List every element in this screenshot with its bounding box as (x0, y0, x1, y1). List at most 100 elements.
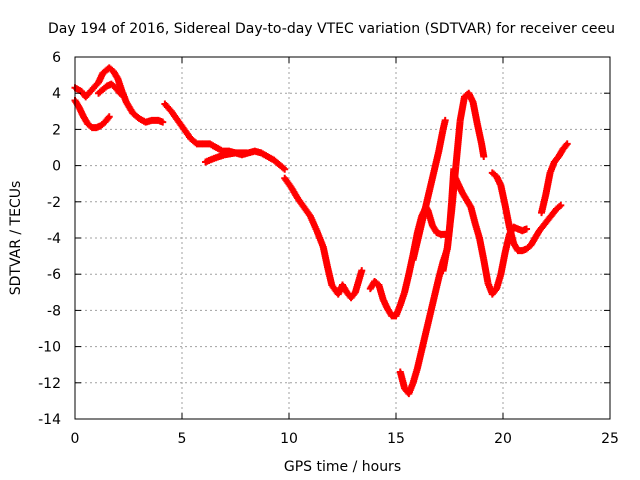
data-point (559, 141, 570, 153)
data-point (413, 221, 425, 246)
y-tick-label: -2 (47, 195, 61, 211)
data-point (548, 206, 559, 218)
data-point (180, 125, 193, 141)
data-point (480, 153, 488, 161)
data-point (107, 80, 118, 91)
data-point (544, 212, 555, 224)
data-point (281, 174, 294, 190)
grid-lines (75, 57, 610, 419)
data-point (154, 116, 165, 126)
data-point (460, 90, 471, 101)
data-point (469, 98, 481, 126)
data-point (174, 116, 187, 132)
data-point (116, 89, 127, 100)
axis-ticks: 0 5 10 15 20 25 -14 -12 -10 -8 -6 -4 -2 0 2 4 6 (38, 50, 619, 447)
chart-title: Day 194 of 2016, Sidereal Day-to-day VTE… (48, 21, 615, 37)
data-point (443, 209, 455, 251)
data-point (187, 134, 200, 147)
data-point (540, 217, 551, 229)
data-point (439, 245, 451, 275)
data-point (167, 107, 181, 123)
data-point (542, 171, 554, 199)
data-point (418, 203, 430, 228)
data-point (409, 239, 421, 264)
data-point (120, 93, 128, 101)
x-tick-label: 0 (71, 431, 80, 447)
data-point (99, 83, 110, 94)
data-point (112, 84, 123, 96)
data-point (523, 225, 531, 233)
data-point (538, 192, 549, 217)
data-point (497, 182, 509, 208)
data-point (473, 120, 485, 146)
data-point (426, 294, 438, 318)
x-tick-label: 10 (280, 431, 298, 447)
data-point (82, 87, 95, 101)
data-point (161, 100, 174, 114)
data-point (441, 116, 449, 124)
data-point (300, 203, 313, 219)
y-tick-label: 0 (52, 159, 61, 175)
data-point (518, 245, 529, 255)
data-point (371, 277, 381, 288)
x-tick-label: 20 (494, 431, 512, 447)
data-point (103, 81, 114, 90)
data-point (510, 223, 521, 232)
data-point (456, 95, 468, 124)
data-point (95, 87, 105, 97)
data-point (488, 169, 499, 179)
data-point (401, 272, 412, 296)
data-point (422, 312, 434, 336)
data-point (276, 162, 287, 172)
data-point (553, 203, 563, 213)
data-points (71, 64, 571, 398)
data-point (270, 156, 283, 169)
data-point (501, 232, 513, 256)
data-point (523, 242, 533, 253)
data-point (105, 64, 116, 74)
data-point (105, 113, 113, 121)
data-point (413, 348, 425, 372)
data-point (431, 149, 442, 173)
x-tick-label: 25 (601, 431, 619, 447)
data-point (101, 114, 112, 126)
data-point (418, 330, 430, 354)
y-tick-label: -8 (47, 303, 61, 319)
x-tick-label: 5 (178, 431, 187, 447)
y-tick-label: -14 (38, 412, 61, 428)
y-tick-label: 4 (52, 86, 61, 102)
data-point (488, 286, 500, 298)
data-point (480, 256, 492, 285)
data-point (431, 276, 442, 300)
data-point (324, 263, 335, 287)
data-point (514, 225, 525, 234)
data-point (426, 167, 438, 191)
data-point (433, 229, 444, 238)
data-point (319, 243, 331, 269)
data-point (159, 118, 167, 126)
data-point (97, 119, 108, 130)
data-point (435, 127, 447, 155)
data-point (84, 120, 95, 130)
y-tick-label: -10 (38, 340, 61, 356)
data-point (497, 250, 509, 278)
data-point (422, 185, 434, 209)
y-tick-label: -12 (38, 376, 61, 392)
data-point (347, 290, 358, 302)
data-point (475, 234, 487, 262)
data-point (129, 109, 142, 121)
y-tick-label: -6 (47, 267, 61, 283)
y-tick-label: -4 (47, 231, 61, 247)
x-axis-label: GPS time / hours (284, 459, 401, 475)
data-point (452, 118, 464, 170)
data-point (242, 149, 250, 157)
data-point (535, 223, 547, 235)
data-point (518, 226, 529, 235)
data-point (550, 154, 562, 166)
data-point (358, 267, 366, 275)
data-point (92, 122, 103, 132)
data-point (563, 140, 571, 148)
y-axis-label: SDTVAR / TECUs (8, 181, 24, 296)
data-point (501, 201, 513, 229)
